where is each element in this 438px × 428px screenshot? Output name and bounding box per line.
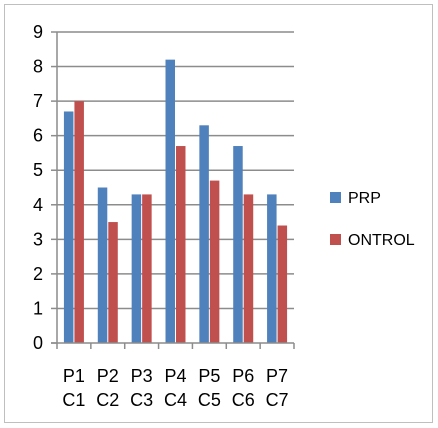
- bar-ontrol-7: [277, 225, 288, 343]
- y-tick-label: 4: [33, 195, 43, 215]
- x-tick-label: P6: [232, 366, 254, 386]
- y-tick-label: 1: [33, 298, 43, 318]
- x-tick-label: C3: [130, 390, 153, 410]
- y-tick-label: 6: [33, 126, 43, 146]
- y-tick-label: 2: [33, 264, 43, 284]
- legend-label-ontrol: ONTROL: [348, 232, 415, 249]
- bar-prp-1: [63, 111, 74, 343]
- legend-swatch-prp: [330, 192, 341, 203]
- y-tick-label: 3: [33, 229, 43, 249]
- legend-label-prp: PRP: [348, 190, 381, 207]
- x-tick-labels: P1 C1 P2 C2 P3 C3 P4 C4 P5 C5 P6 C6 P7 C7: [62, 366, 288, 410]
- bars: [63, 59, 288, 344]
- x-tick-label: P4: [164, 366, 186, 386]
- y-tick-label: 0: [33, 333, 43, 353]
- x-tick-label: P1: [63, 366, 85, 386]
- bar-prp-7: [267, 194, 277, 343]
- y-tick-label: 7: [33, 91, 43, 111]
- bar-prp-5: [199, 125, 209, 343]
- bar-ontrol-5: [209, 180, 220, 343]
- y-tick-label: 5: [33, 160, 43, 180]
- x-tick-label: C4: [164, 390, 187, 410]
- bar-prp-3: [131, 194, 142, 343]
- x-tick-label: P2: [97, 366, 119, 386]
- y-tick-label: 8: [33, 57, 43, 77]
- x-tick-label: C6: [232, 390, 255, 410]
- bar-ontrol-1: [74, 101, 84, 343]
- y-tick-labels: 0 1 2 3 4 5 6 7 8 9: [33, 22, 43, 353]
- x-tick-label: C1: [62, 390, 85, 410]
- bar-prp-4: [165, 59, 175, 344]
- bar-prp-2: [97, 187, 108, 343]
- bar-ontrol-2: [108, 222, 118, 343]
- legend: PRP ONTROL: [330, 190, 415, 249]
- x-tick-label: P3: [131, 366, 153, 386]
- bar-ontrol-6: [243, 194, 254, 343]
- x-tick-label: C2: [96, 390, 119, 410]
- legend-swatch-ontrol: [330, 234, 341, 245]
- x-tick-label: C5: [198, 390, 221, 410]
- x-tick-label: C7: [266, 390, 289, 410]
- axes: [51, 31, 295, 349]
- bar-prp-6: [233, 146, 243, 343]
- bar-ontrol-3: [142, 194, 152, 343]
- y-tick-label: 9: [33, 22, 43, 42]
- bar-ontrol-4: [176, 146, 186, 343]
- gridlines: [57, 31, 294, 310]
- x-tick-label: P7: [266, 366, 288, 386]
- x-tick-label: P5: [198, 366, 220, 386]
